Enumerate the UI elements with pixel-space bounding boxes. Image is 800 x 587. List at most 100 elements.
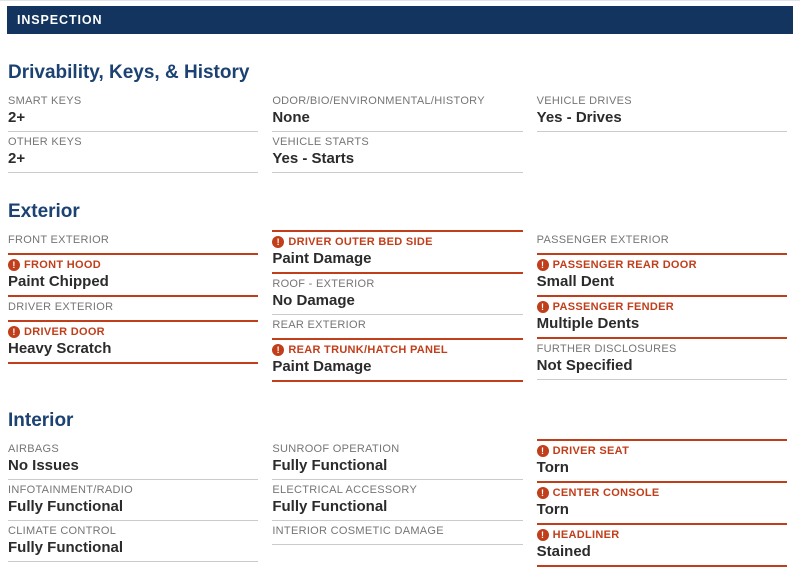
inspection-field: VEHICLE STARTS Yes - Starts	[272, 132, 523, 173]
field-label: ELECTRICAL ACCESSORY	[272, 484, 418, 496]
field-value: Paint Damage	[272, 358, 372, 375]
field-value: Torn	[536, 501, 569, 518]
field-label: FURTHER DISCLOSURES	[536, 343, 677, 355]
inspection-field: ! PASSENGER REAR DOOR Small Dent	[536, 255, 787, 297]
field-label: PASSENGER EXTERIOR	[536, 234, 669, 246]
field-label-row: OTHER KEYS	[8, 136, 258, 148]
field-value: No Damage	[272, 292, 355, 309]
field-label: OTHER KEYS	[8, 136, 82, 148]
field-label-row: CLIMATE CONTROL	[8, 525, 258, 537]
inspection-field: ! DRIVER SEAT Torn	[536, 439, 787, 483]
inspection-field: FRONT EXTERIOR	[8, 230, 259, 255]
column: VEHICLE DRIVES Yes - Drives	[536, 91, 787, 132]
inspection-field: DRIVER EXTERIOR	[8, 297, 259, 322]
column: ! DRIVER OUTER BED SIDE Paint Damage ROOF -…	[272, 230, 523, 382]
field-value: Yes - Starts	[272, 150, 355, 167]
section-interior: Interior AIRBAGS No Issues INFOTAINMENT/RAD…	[8, 410, 787, 567]
field-label-row: ! DRIVER DOOR	[8, 326, 258, 338]
inspection-field: ! REAR TRUNK/HATCH PANEL Paint Damage	[272, 340, 523, 382]
field-value: No Issues	[8, 457, 79, 474]
field-value: Multiple Dents	[536, 315, 640, 332]
field-value: Fully Functional	[272, 498, 388, 515]
column: AIRBAGS No Issues INFOTAINMENT/RADIO Fully …	[8, 439, 259, 562]
inspection-field: FURTHER DISCLOSURES Not Specified	[536, 339, 787, 380]
field-label: PASSENGER FENDER	[552, 301, 674, 313]
field-label-row: FURTHER DISCLOSURES	[537, 343, 787, 355]
field-label: FRONT HOOD	[24, 259, 101, 271]
field-label-row: ! HEADLINER	[536, 529, 787, 541]
inspection-field: AIRBAGS No Issues	[8, 439, 259, 480]
column: ODOR/BIO/ENVIRONMENTAL/HISTORY None VEHICL…	[272, 91, 523, 173]
field-value: Torn	[536, 459, 569, 476]
field-label-row: AIRBAGS	[8, 443, 258, 455]
inspection-field: ODOR/BIO/ENVIRONMENTAL/HISTORY None	[272, 91, 523, 132]
column: ! DRIVER SEAT Torn! CENTER CONSOLE Torn! HEAD…	[536, 439, 787, 567]
field-label: SMART KEYS	[8, 95, 82, 107]
field-label-row: ! DRIVER SEAT	[536, 445, 787, 457]
warning-icon: !	[536, 301, 549, 313]
field-label-row: ! PASSENGER FENDER	[536, 301, 787, 313]
field-value: 2+	[8, 150, 26, 167]
field-label-row: SUNROOF OPERATION	[272, 443, 522, 455]
vehicle-inspection-report: INSPECTION Drivability, Keys, & History S…	[0, 6, 800, 567]
field-label-row: ROOF - EXTERIOR	[272, 278, 522, 290]
field-value: Fully Functional	[8, 498, 123, 515]
warning-icon: !	[536, 529, 549, 541]
field-label-row: ! FRONT HOOD	[8, 259, 258, 271]
field-label-row: ! CENTER CONSOLE	[536, 487, 787, 499]
field-label: AIRBAGS	[8, 443, 60, 455]
field-value: None	[272, 109, 310, 126]
field-value: Stained	[536, 543, 591, 560]
field-label: CLIMATE CONTROL	[8, 525, 117, 537]
inspection-field: ! CENTER CONSOLE Torn	[536, 483, 787, 525]
field-label-row: FRONT EXTERIOR	[8, 234, 258, 246]
field-label-row: ! PASSENGER REAR DOOR	[536, 259, 787, 271]
field-value: 2+	[8, 109, 26, 126]
field-label: CENTER CONSOLE	[552, 487, 660, 499]
section-columns: AIRBAGS No Issues INFOTAINMENT/RADIO Fully …	[8, 439, 787, 567]
field-label: DRIVER EXTERIOR	[8, 301, 114, 313]
warning-icon: !	[8, 326, 20, 338]
field-label: PASSENGER REAR DOOR	[552, 259, 697, 271]
column: FRONT EXTERIOR! FRONT HOOD Paint Chipped DR…	[8, 230, 259, 364]
section-columns: SMART KEYS 2+ OTHER KEYS 2+ ODOR/BIO/ENVIRON…	[8, 91, 787, 173]
inspection-field: ROOF - EXTERIOR No Damage	[272, 274, 523, 315]
field-label: ODOR/BIO/ENVIRONMENTAL/HISTORY	[272, 95, 485, 107]
section-columns: FRONT EXTERIOR! FRONT HOOD Paint Chipped DR…	[8, 230, 787, 382]
warning-icon: !	[536, 259, 549, 271]
inspection-field: INTERIOR COSMETIC DAMAGE	[272, 521, 523, 545]
report-body: Drivability, Keys, & History SMART KEYS 2+…	[0, 62, 800, 567]
field-value: Paint Damage	[272, 250, 372, 267]
field-value: Yes - Drives	[536, 109, 622, 126]
field-label: VEHICLE DRIVES	[536, 95, 632, 107]
field-label: DRIVER OUTER BED SIDE	[288, 236, 433, 248]
section-exterior: Exterior FRONT EXTERIOR! FRONT HOOD Paint C…	[8, 201, 787, 382]
inspection-field: CLIMATE CONTROL Fully Functional	[8, 521, 259, 562]
field-label: SUNROOF OPERATION	[272, 443, 400, 455]
field-label-row: PASSENGER EXTERIOR	[537, 234, 787, 246]
field-label-row: ! DRIVER OUTER BED SIDE	[272, 236, 522, 248]
field-label-row: VEHICLE STARTS	[272, 136, 522, 148]
field-label-row: ! REAR TRUNK/HATCH PANEL	[272, 344, 522, 356]
inspection-field: ! DRIVER OUTER BED SIDE Paint Damage	[272, 230, 523, 274]
field-label: VEHICLE STARTS	[272, 136, 370, 148]
field-label: HEADLINER	[552, 529, 620, 541]
warning-icon: !	[536, 445, 549, 457]
warning-icon: !	[536, 487, 549, 499]
field-label-row: REAR EXTERIOR	[272, 319, 522, 331]
section-title: Exterior	[8, 201, 80, 222]
field-label: INTERIOR COSMETIC DAMAGE	[272, 525, 444, 537]
field-label: FRONT EXTERIOR	[8, 234, 110, 246]
inspection-header-title: INSPECTION	[17, 13, 103, 27]
field-label-row: DRIVER EXTERIOR	[8, 301, 258, 313]
field-label-row: SMART KEYS	[8, 95, 258, 107]
column: PASSENGER EXTERIOR ! PASSENGER REAR DOOR Sm…	[536, 230, 787, 380]
warning-icon: !	[8, 259, 20, 271]
inspection-field: INFOTAINMENT/RADIO Fully Functional	[8, 480, 259, 521]
field-label-row: INFOTAINMENT/RADIO	[8, 484, 258, 496]
field-value: Paint Chipped	[8, 273, 109, 290]
field-label-row: VEHICLE DRIVES	[537, 95, 787, 107]
inspection-field: SMART KEYS 2+	[8, 91, 259, 132]
field-label: REAR TRUNK/HATCH PANEL	[288, 344, 448, 356]
field-label: ROOF - EXTERIOR	[272, 278, 375, 290]
